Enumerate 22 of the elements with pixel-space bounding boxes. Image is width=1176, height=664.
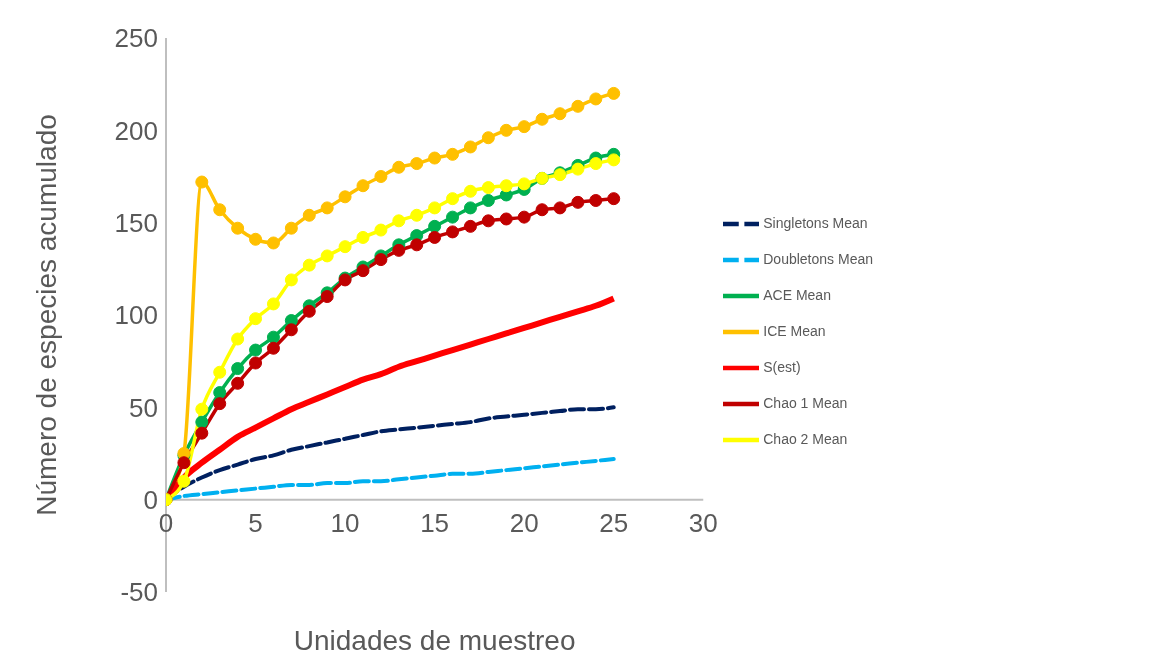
- x-tick-label: 30: [688, 507, 718, 538]
- legend-label: Singletons Mean: [763, 214, 868, 231]
- legend-label: Chao 2 Mean: [763, 430, 848, 447]
- legend-label: S(est): [763, 358, 801, 375]
- x-tick-label: 15: [420, 507, 450, 538]
- legend-label: Doubletons Mean: [763, 250, 873, 267]
- y-tick-label: 0: [143, 484, 158, 515]
- legend-label: ACE Mean: [763, 286, 831, 303]
- x-axis-title: Unidades de muestreo: [293, 625, 576, 656]
- y-tick-label: 150: [114, 207, 158, 238]
- y-tick-label: -50: [120, 577, 158, 608]
- legend-label: ICE Mean: [763, 322, 826, 339]
- x-tick-label: 20: [509, 507, 539, 538]
- x-tick-label: 10: [330, 507, 360, 538]
- x-tick-label: 5: [248, 507, 263, 538]
- legend-label: Chao 1 Mean: [763, 394, 848, 411]
- y-tick-label: 250: [114, 23, 158, 54]
- y-tick-label: 100: [114, 300, 158, 331]
- y-axis-title: Número de especies acumulado: [30, 114, 62, 516]
- x-tick-label: 25: [599, 507, 629, 538]
- y-tick-label: 50: [129, 392, 158, 423]
- y-tick-label: 200: [114, 115, 158, 146]
